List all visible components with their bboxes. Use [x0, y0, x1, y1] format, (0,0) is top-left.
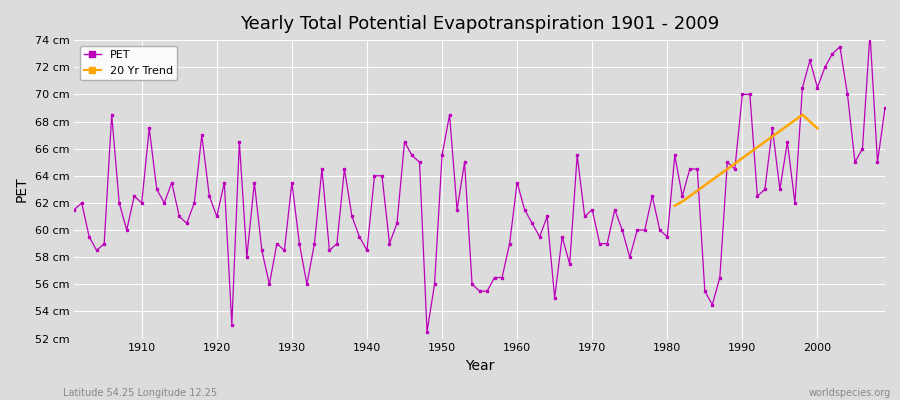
Legend: PET, 20 Yr Trend: PET, 20 Yr Trend: [80, 46, 177, 80]
Text: worldspecies.org: worldspecies.org: [809, 388, 891, 398]
Y-axis label: PET: PET: [15, 176, 29, 202]
Title: Yearly Total Potential Evapotranspiration 1901 - 2009: Yearly Total Potential Evapotranspiratio…: [240, 15, 719, 33]
Text: Latitude 54.25 Longitude 12.25: Latitude 54.25 Longitude 12.25: [63, 388, 217, 398]
X-axis label: Year: Year: [465, 359, 494, 373]
